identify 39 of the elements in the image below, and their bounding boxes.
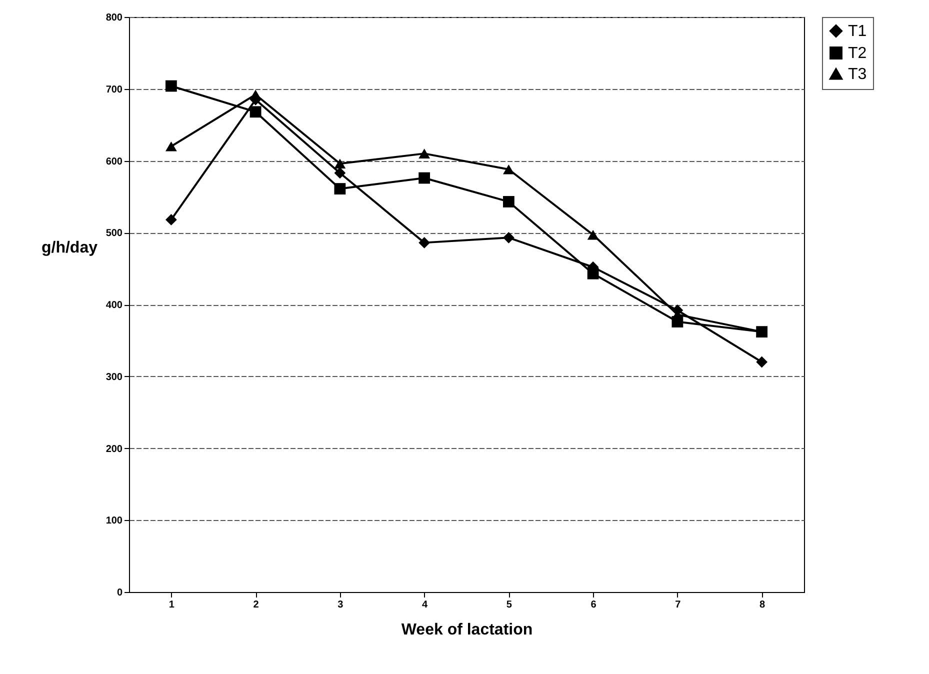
- point: [502, 232, 514, 244]
- point: [250, 106, 262, 118]
- point: [334, 167, 346, 179]
- x-tick-label: 6: [590, 600, 597, 610]
- y-axis-title: g/h/day: [41, 240, 98, 256]
- point: [165, 214, 177, 226]
- point: [587, 268, 599, 280]
- point: [418, 236, 430, 248]
- point: [165, 141, 177, 152]
- x-axis-title: Week of lactation: [401, 622, 533, 638]
- point: [250, 90, 262, 100]
- legend-label: T3: [848, 66, 867, 83]
- legend-label: T1: [848, 23, 867, 40]
- point: [165, 80, 177, 92]
- y-tick-label: 500: [106, 228, 123, 240]
- point: [502, 164, 514, 174]
- point: [418, 148, 430, 158]
- x-tick-label: 4: [422, 600, 428, 610]
- y-tick-label: 100: [106, 516, 123, 527]
- x-tick-label: 1: [168, 600, 175, 610]
- legend-label: T2: [848, 45, 867, 62]
- point: [587, 230, 599, 240]
- point: [502, 196, 514, 208]
- y-tick-label: 800: [106, 12, 123, 24]
- y-tick-label: 600: [106, 156, 123, 168]
- y-tick-label: 300: [106, 372, 123, 383]
- point: [418, 172, 430, 184]
- y-tick-label: 200: [106, 444, 123, 455]
- x-tick-label: 3: [338, 600, 344, 610]
- point: [334, 158, 346, 169]
- x-tick-label: 2: [253, 600, 260, 610]
- y-tick-label: 0: [116, 588, 123, 598]
- y-tick-label: 400: [106, 300, 123, 311]
- point: [756, 356, 768, 368]
- x-tick-label: 8: [760, 600, 766, 610]
- x-tick-label: 7: [675, 600, 682, 610]
- point: [334, 183, 346, 194]
- y-tick-label: 700: [106, 84, 123, 96]
- x-tick-label: 5: [506, 600, 512, 610]
